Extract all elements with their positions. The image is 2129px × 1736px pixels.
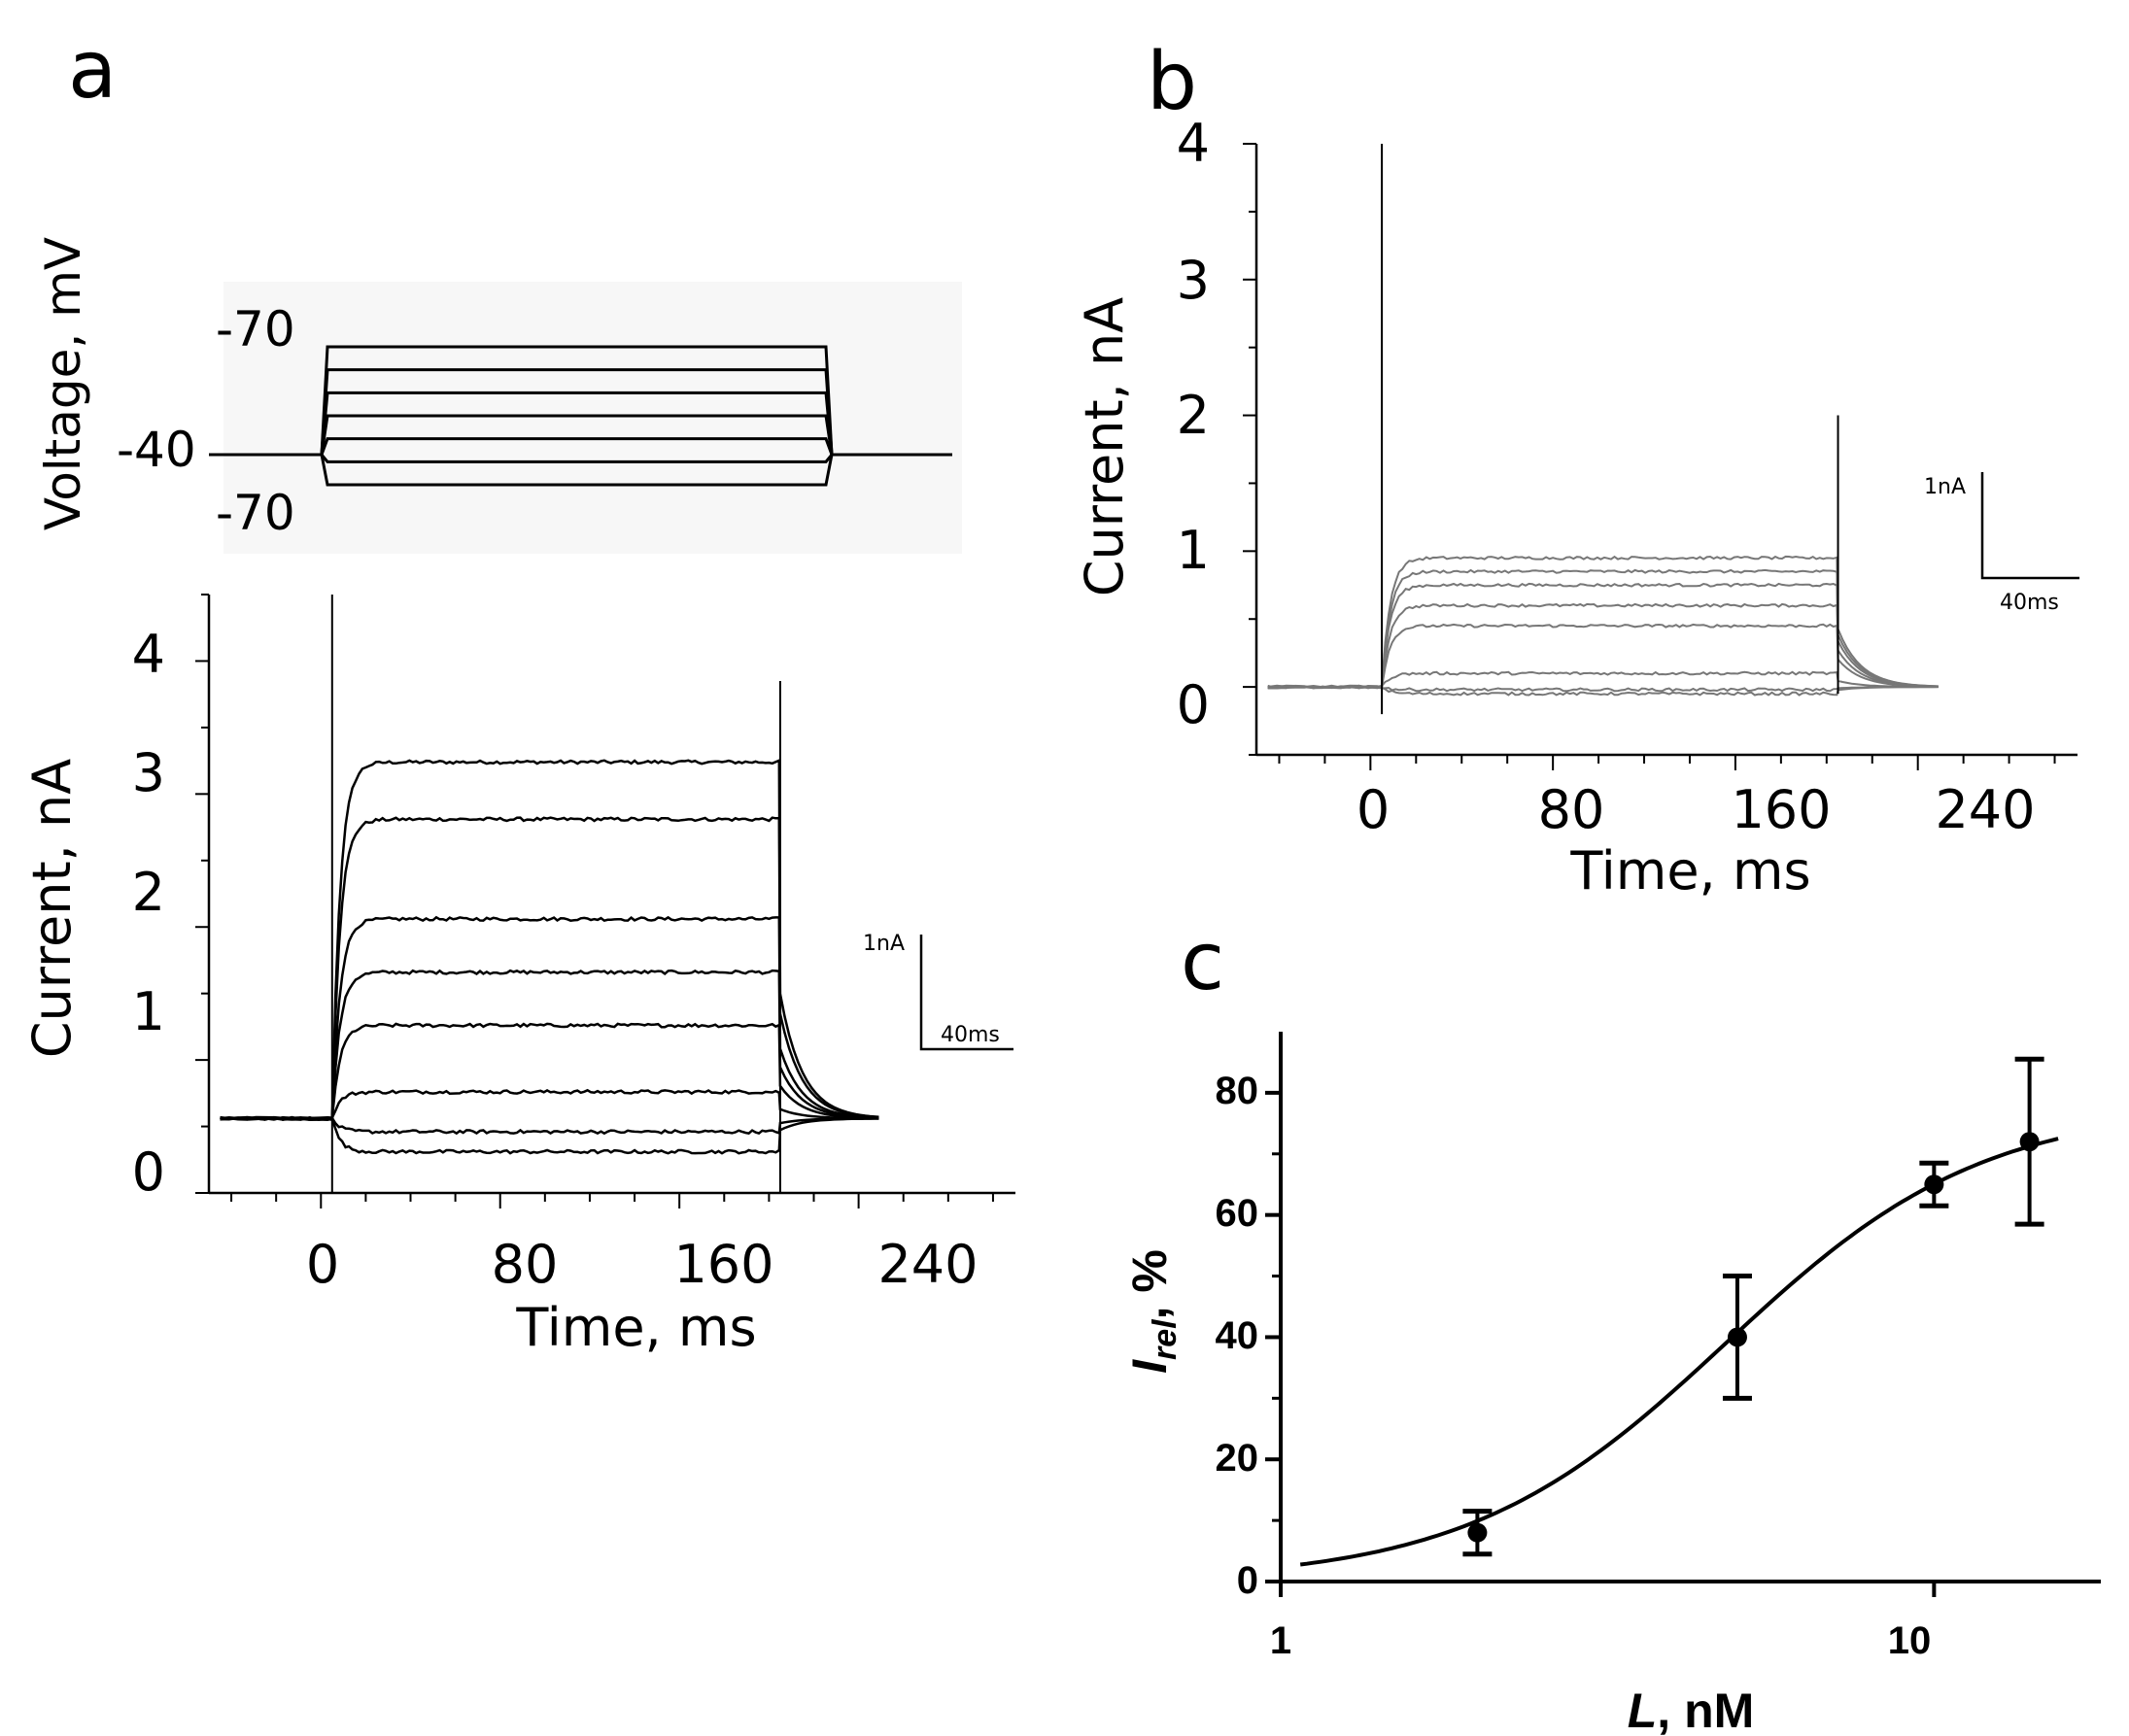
panel-c-ylabel-sub: rel <box>1147 1318 1184 1360</box>
panel-c-ytick-80: 80 <box>1216 1070 1259 1112</box>
panel-a-trace-3 <box>220 969 879 1121</box>
panel-c-ytick-40: 40 <box>1216 1314 1259 1357</box>
panel-a-scale-time: 40ms <box>941 1023 1000 1047</box>
panel-a-ytick-4: 4 <box>132 624 165 685</box>
panel-b-ylabel: Current, nA <box>1074 297 1135 596</box>
panel-a-trace-0 <box>220 759 879 1122</box>
panel-b-trace-1 <box>1267 568 1939 690</box>
voltage-steps <box>209 345 952 487</box>
panel-c-point-1 <box>1727 1327 1747 1347</box>
voltage-label-top: -70 <box>216 301 295 357</box>
panel-b-trace-6 <box>1267 684 1939 693</box>
panel-c-xtick-1: 1 <box>1270 1619 1291 1662</box>
panel-a-scale-bar-lines <box>919 935 1013 1051</box>
protocol-background <box>223 282 962 554</box>
panel-b-ytick-2: 2 <box>1177 385 1210 446</box>
panel-a-ytick-0: 0 <box>132 1141 165 1203</box>
panel-a-trace-6 <box>220 1116 879 1136</box>
panel-a-trace-5 <box>220 1088 879 1121</box>
panel-c-marks <box>1299 1056 2059 1567</box>
panel-a-ylabel: Current, nA <box>21 759 83 1058</box>
panel-c-ylabel-rest: , % <box>1122 1249 1177 1319</box>
panel-label-b: b <box>1147 36 1197 128</box>
panel-c-ytick-20: 20 <box>1216 1437 1259 1480</box>
panel-a-xlabel: Time, ms <box>515 1297 756 1358</box>
panel-c-ylabel: Irel, % <box>1122 1249 1184 1374</box>
panel-c-point-3 <box>2019 1132 2040 1152</box>
panel-b-trace-7 <box>1267 684 1939 697</box>
panel-c-xlabel: L, nM <box>1628 1684 1755 1736</box>
panel-c-xlabel-rest: , nM <box>1657 1684 1754 1736</box>
panel-b-current-plot: Current, nA Time, ms 0 1 2 3 4 0 80 160 … <box>1074 113 2079 902</box>
panel-a-scale-bar: 1nA 40ms <box>863 932 1013 1051</box>
voltage-axis-label: Voltage, mV <box>35 237 91 530</box>
panel-a-trace-4 <box>220 1022 879 1121</box>
panel-c-dose-response: 0 20 40 60 80 1 10 L, nM Irel, % <box>1122 1032 2101 1736</box>
panel-a-trace-2 <box>220 915 879 1121</box>
panel-b-xtick-160: 160 <box>1731 779 1831 840</box>
panel-a-xtick-160: 160 <box>673 1234 773 1295</box>
panel-b-trace-4 <box>1267 623 1939 690</box>
panel-c-axes <box>1265 1032 2101 1597</box>
panel-b-ytick-4: 4 <box>1177 113 1210 174</box>
panel-c-xlabel-main: L <box>1628 1684 1658 1736</box>
panel-b-traces <box>1267 144 1939 715</box>
panel-a-xtick-240: 240 <box>877 1234 978 1295</box>
panel-b-ytick-3: 3 <box>1177 250 1210 311</box>
panel-b-xtick-240: 240 <box>1935 779 2035 840</box>
panel-b-trace-3 <box>1267 602 1939 690</box>
panel-a-trace-1 <box>220 816 879 1122</box>
panel-a-xtick-0: 0 <box>306 1234 339 1295</box>
voltage-label-bottom: -70 <box>216 485 295 541</box>
panel-a-axes <box>195 594 1015 1208</box>
panel-b-trace-5 <box>1267 670 1939 690</box>
panel-label-a: a <box>68 24 117 117</box>
panel-a-xtick-80: 80 <box>492 1234 559 1295</box>
panel-a-trace-7 <box>220 1115 879 1155</box>
panel-c-point-0 <box>1467 1522 1488 1543</box>
panel-b-scale-bar-lines <box>1980 472 2079 580</box>
voltage-step-6 <box>209 453 952 487</box>
panel-b-xtick-80: 80 <box>1538 779 1605 840</box>
voltage-protocol: Voltage, mV -70 -40 -70 <box>35 237 962 554</box>
panel-b-trace-2 <box>1267 582 1939 690</box>
panel-a-current-plot: Current, nA Time, ms 0 1 2 3 4 0 80 160 … <box>21 594 1015 1358</box>
panel-c-xtick-10: 10 <box>1888 1619 1932 1662</box>
panel-b-ytick-1: 1 <box>1177 520 1210 581</box>
panel-b-trace-0 <box>1267 555 1939 690</box>
panel-b-xtick-0: 0 <box>1356 779 1390 840</box>
panel-label-c: c <box>1181 916 1224 1008</box>
voltage-label-hold: -40 <box>117 422 196 478</box>
panel-a-scale-current: 1nA <box>863 932 905 956</box>
panel-b-scale-time: 40ms <box>2000 591 2059 615</box>
panel-b-axes <box>1243 143 2077 770</box>
panel-a-ytick-1: 1 <box>132 981 165 1042</box>
panel-c-ylabel-main: I <box>1122 1359 1177 1374</box>
panel-c-point-2 <box>1924 1174 1944 1195</box>
panel-b-scale-current: 1nA <box>1924 475 1966 499</box>
panel-c-ytick-0: 0 <box>1237 1559 1258 1602</box>
panel-b-scale-bar: 1nA 40ms <box>1924 472 2079 615</box>
panel-c-fit-curve <box>1299 1137 2059 1567</box>
panel-c-ytick-60: 60 <box>1216 1192 1259 1235</box>
panel-a-ytick-3: 3 <box>132 742 165 803</box>
panel-b-ytick-0: 0 <box>1177 674 1210 735</box>
panel-a-ytick-2: 2 <box>132 862 165 923</box>
panel-b-xlabel: Time, ms <box>1569 840 1810 902</box>
panel-a-traces <box>220 595 879 1193</box>
